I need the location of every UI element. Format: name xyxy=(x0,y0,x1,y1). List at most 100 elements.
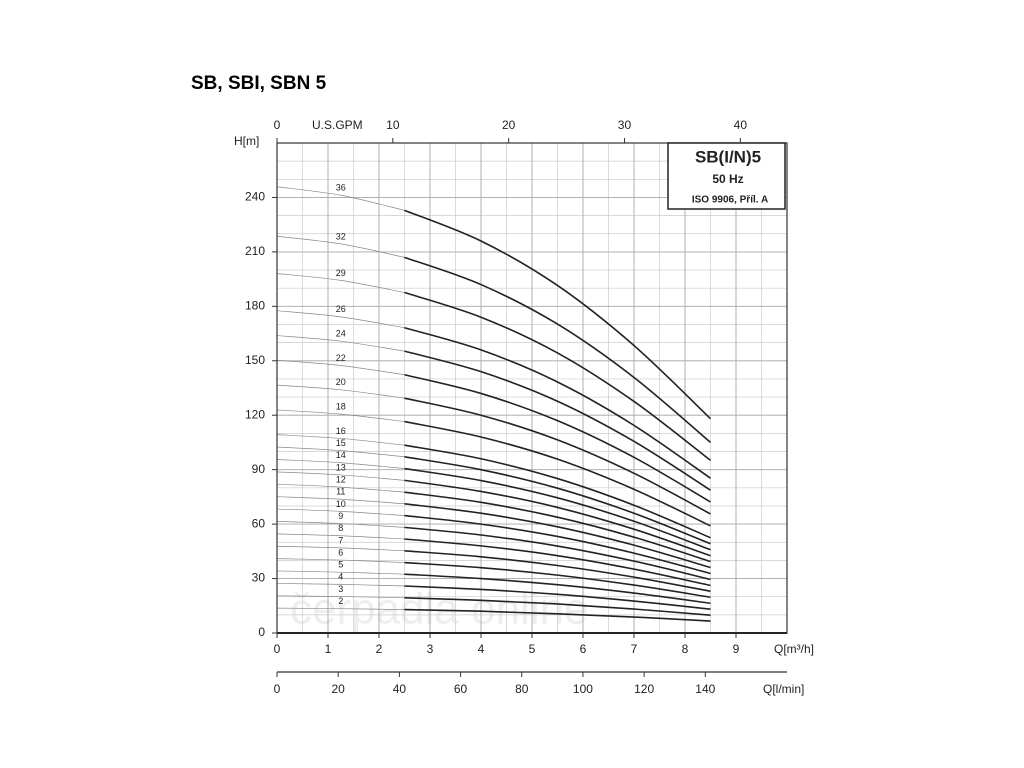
curve-thin xyxy=(276,521,405,528)
stage-label: 20 xyxy=(336,377,346,387)
stage-label: 12 xyxy=(336,474,346,484)
curve-thin xyxy=(276,409,405,422)
curve xyxy=(404,479,711,557)
curve-thin xyxy=(276,595,405,599)
curve-thin xyxy=(276,496,405,505)
curve-thin xyxy=(276,186,405,211)
curve xyxy=(404,209,712,420)
x-tick-label: 2 xyxy=(376,642,383,656)
stage-label: 14 xyxy=(336,450,346,460)
stage-label: 22 xyxy=(336,353,346,363)
box-frequency: 50 Hz xyxy=(712,172,743,186)
curve-thin xyxy=(276,434,405,446)
curve xyxy=(404,444,711,539)
stage-label: 18 xyxy=(336,402,346,412)
curve xyxy=(404,573,711,605)
x-axis-label: Q[m³/h] xyxy=(774,642,814,656)
stage-label: 5 xyxy=(338,560,343,570)
curve-thin xyxy=(276,545,405,552)
curve-thin xyxy=(276,335,405,352)
curve-thin xyxy=(276,607,405,610)
curve xyxy=(404,326,711,479)
y-tick-label: 150 xyxy=(245,353,265,367)
stage-label: 3 xyxy=(338,584,343,594)
curve xyxy=(404,397,711,515)
top-axis-label: U.S.GPM xyxy=(312,118,363,132)
curve-thin xyxy=(276,483,405,493)
y-tick-label: 30 xyxy=(252,571,266,585)
y-tick-label: 0 xyxy=(258,625,265,639)
curve xyxy=(404,420,711,527)
curve xyxy=(404,538,711,587)
stage-label: 32 xyxy=(336,231,346,241)
stage-label: 29 xyxy=(336,268,346,278)
lpm-tick-label: 0 xyxy=(274,682,281,696)
x-tick-label: 5 xyxy=(529,642,536,656)
lpm-tick-label: 20 xyxy=(332,682,346,696)
info-box xyxy=(667,142,786,210)
curve xyxy=(404,502,711,569)
box-title: SB(I/N)5 xyxy=(695,147,761,166)
stage-label: 36 xyxy=(336,183,346,193)
gpm-tick-label: 20 xyxy=(502,118,516,132)
curve xyxy=(404,455,711,545)
x-tick-label: 4 xyxy=(478,642,485,656)
stage-label: 11 xyxy=(336,487,345,497)
curve xyxy=(404,608,711,622)
curve-thin xyxy=(276,508,405,516)
curve-thin xyxy=(276,459,405,469)
curve-thin xyxy=(276,570,405,575)
stage-label: 8 xyxy=(338,523,343,533)
lpm-tick-label: 140 xyxy=(695,682,715,696)
curve-thin xyxy=(276,384,405,399)
gpm-tick-label: 40 xyxy=(734,118,748,132)
x-tick-label: 3 xyxy=(427,642,434,656)
curve-thin xyxy=(276,359,405,376)
stage-label: 10 xyxy=(336,499,346,509)
y-tick-label: 240 xyxy=(245,190,265,204)
curve xyxy=(404,561,711,599)
chart-title: SB, SBI, SBN 5 xyxy=(191,73,327,94)
curve xyxy=(404,350,711,491)
curve-thin xyxy=(276,446,405,458)
stage-label: 26 xyxy=(336,304,346,314)
curve xyxy=(404,526,711,581)
lpm-tick-label: 80 xyxy=(515,682,529,696)
x-tick-label: 7 xyxy=(631,642,638,656)
curve-thin xyxy=(276,558,405,563)
stage-label: 13 xyxy=(336,462,346,472)
stage-label: 24 xyxy=(336,329,346,339)
y-tick-label: 60 xyxy=(252,516,266,530)
lpm-tick-label: 100 xyxy=(573,682,593,696)
x-tick-label: 9 xyxy=(733,642,740,656)
stage-label: 7 xyxy=(338,535,343,545)
curve-thin xyxy=(276,471,405,481)
curve-thin xyxy=(276,310,405,329)
y-tick-label: 180 xyxy=(245,299,265,313)
lpm-tick-label: 60 xyxy=(454,682,468,696)
curve xyxy=(404,514,711,575)
y-axis-label: H[m] xyxy=(234,134,259,148)
lpm-tick-label: 120 xyxy=(634,682,654,696)
grid xyxy=(276,143,787,634)
y-tick-label: 120 xyxy=(245,407,265,421)
gpm-tick-label: 10 xyxy=(386,118,400,132)
gpm-tick-label: 0 xyxy=(274,118,281,132)
curve xyxy=(404,549,711,593)
curve-thin xyxy=(276,273,405,293)
stage-label: 15 xyxy=(336,438,346,448)
x-tick-label: 1 xyxy=(325,642,332,656)
curve-thin xyxy=(276,235,405,258)
curve xyxy=(404,491,711,563)
stage-label: 9 xyxy=(338,511,343,521)
box-standard: ISO 9906, Příl. A xyxy=(692,195,768,206)
curve xyxy=(404,291,711,462)
curve xyxy=(404,596,711,617)
y-tick-label: 90 xyxy=(252,462,266,476)
curve-thin xyxy=(276,583,405,587)
stage-label: 4 xyxy=(338,572,343,582)
y-tick-label: 210 xyxy=(245,244,265,258)
stage-label: 2 xyxy=(338,596,343,606)
curve xyxy=(404,256,712,444)
